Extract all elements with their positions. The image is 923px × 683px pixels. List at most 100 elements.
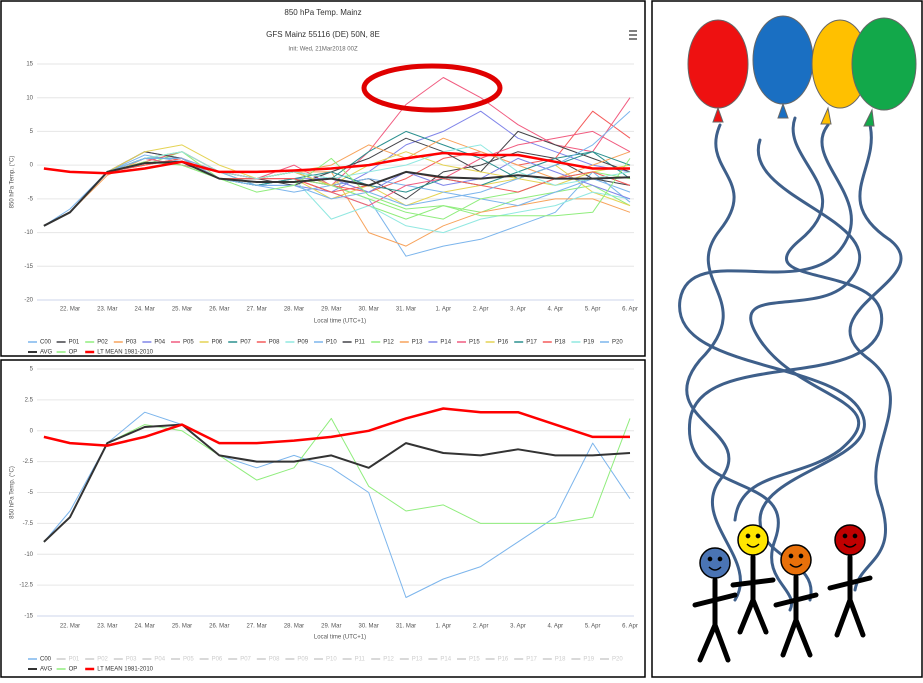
legend-label: P20: [612, 657, 623, 663]
legend-item[interactable]: C00: [28, 657, 52, 663]
legend-item[interactable]: P09: [285, 340, 309, 346]
x-axis-title: Local time (UTC+1): [314, 319, 366, 325]
legend-label: P18: [555, 657, 566, 663]
legend-label: P14: [440, 340, 451, 346]
legend-label: P04: [154, 657, 165, 663]
legend-label: P13: [412, 657, 423, 663]
legend-item[interactable]: P04: [142, 340, 166, 346]
legend-label: P10: [326, 657, 337, 663]
x-tick-label: 28. Mar: [284, 624, 304, 630]
legend-label: P05: [183, 340, 194, 346]
legend-item[interactable]: P10: [314, 340, 337, 346]
x-tick-label: 2. Apr: [473, 307, 489, 313]
legend-item[interactable]: P11: [342, 340, 366, 346]
y-tick-label: 15: [26, 62, 33, 68]
stick-figures: [692, 554, 873, 663]
legend-label: P06: [212, 340, 223, 346]
legend-label: P01: [69, 657, 80, 663]
legend-item[interactable]: P07: [228, 340, 252, 346]
legend-item[interactable]: P19: [571, 340, 595, 346]
series-line: [43, 407, 630, 447]
x-tick-label: 22. Mar: [60, 307, 80, 313]
y-tick-label: -7.5: [23, 521, 34, 527]
legend-item[interactable]: P02: [85, 340, 109, 346]
legend-item[interactable]: P17: [514, 657, 538, 663]
legend-label: P02: [97, 657, 108, 663]
balloon: [687, 19, 749, 109]
x-tick-label: 6. Apr: [622, 307, 638, 313]
series-line: [43, 130, 631, 227]
x-tick-label: 31. Mar: [396, 624, 416, 630]
legend-item[interactable]: P02: [85, 657, 109, 663]
legend-item[interactable]: P16: [485, 340, 509, 346]
legend-item[interactable]: LT MEAN 1981-2010: [85, 350, 154, 356]
legend-label: AVG: [40, 350, 53, 356]
legend-item[interactable]: P16: [485, 657, 509, 663]
x-tick-label: 23. Mar: [97, 307, 117, 313]
legend-item[interactable]: P01: [56, 340, 80, 346]
legend-item[interactable]: P14: [428, 340, 452, 346]
legend-label: P07: [240, 340, 251, 346]
legend-item[interactable]: P20: [600, 657, 623, 663]
legend-item[interactable]: LT MEAN 1981-2010: [85, 667, 154, 673]
legend-item[interactable]: P01: [56, 657, 80, 663]
legend-item[interactable]: P04: [142, 657, 166, 663]
x-tick-label: 23. Mar: [97, 624, 117, 630]
legend-item[interactable]: AVG: [28, 667, 53, 673]
legend-item[interactable]: P08: [256, 340, 280, 346]
legend-label: P18: [555, 340, 566, 346]
legend-item[interactable]: P13: [399, 340, 423, 346]
legend-item[interactable]: P14: [428, 657, 452, 663]
x-tick-label: 1. Apr: [435, 624, 451, 630]
series-line: [43, 130, 631, 227]
legend-item[interactable]: P15: [457, 657, 480, 663]
x-tick-label: 6. Apr: [622, 624, 638, 630]
legend-item[interactable]: P17: [514, 340, 538, 346]
legend-item[interactable]: P13: [399, 657, 423, 663]
legend-item[interactable]: P03: [113, 657, 137, 663]
legend-label: LT MEAN 1981-2010: [97, 667, 153, 673]
x-tick-label: 26. Mar: [209, 307, 229, 313]
legend-item[interactable]: C00: [28, 340, 52, 346]
series-line: [43, 77, 631, 227]
legend-item[interactable]: P07: [228, 657, 252, 663]
legend-item[interactable]: P18: [542, 340, 566, 346]
x-tick-label: 26. Mar: [209, 624, 229, 630]
legend-label: P11: [355, 657, 366, 663]
x-tick-label: 29. Mar: [321, 624, 341, 630]
y-tick-label: -2.5: [23, 459, 34, 465]
legend-item[interactable]: P03: [113, 340, 137, 346]
legend-item[interactable]: P18: [542, 657, 566, 663]
legend-label: P02: [97, 340, 108, 346]
legend-item[interactable]: P19: [571, 657, 595, 663]
legend-item[interactable]: P12: [371, 657, 395, 663]
legend-item[interactable]: P15: [457, 340, 480, 346]
legend-item[interactable]: AVG: [28, 350, 53, 356]
legend-label: P04: [154, 340, 165, 346]
x-tick-label: 27. Mar: [246, 307, 266, 313]
legend-item[interactable]: OP: [56, 667, 78, 673]
legend-item[interactable]: P06: [199, 657, 223, 663]
cartoon: [678, 15, 917, 663]
y-tick-label: -20: [24, 298, 33, 304]
legend-item[interactable]: P08: [256, 657, 280, 663]
balloon-knot: [820, 106, 832, 125]
legend-item[interactable]: P10: [314, 657, 337, 663]
legend-item[interactable]: P12: [371, 340, 395, 346]
legend-item[interactable]: OP: [56, 350, 78, 356]
legend-item[interactable]: P11: [342, 657, 366, 663]
y-axis-title: 850 hPa Temp. (°C): [10, 156, 16, 209]
x-tick-label: 5. Apr: [585, 307, 601, 313]
balloon: [752, 15, 814, 105]
legend-label: P14: [440, 657, 451, 663]
legend-label: P06: [212, 657, 223, 663]
legend-label: OP: [69, 667, 78, 673]
legend-label: LT MEAN 1981-2010: [97, 350, 153, 356]
legend-item[interactable]: P05: [171, 340, 194, 346]
legend-item[interactable]: P05: [171, 657, 194, 663]
menu-button[interactable]: [626, 29, 640, 41]
legend-item[interactable]: P09: [285, 657, 309, 663]
legend-item[interactable]: P20: [600, 340, 623, 346]
legend-item[interactable]: P06: [199, 340, 223, 346]
legend-label: P19: [583, 340, 594, 346]
